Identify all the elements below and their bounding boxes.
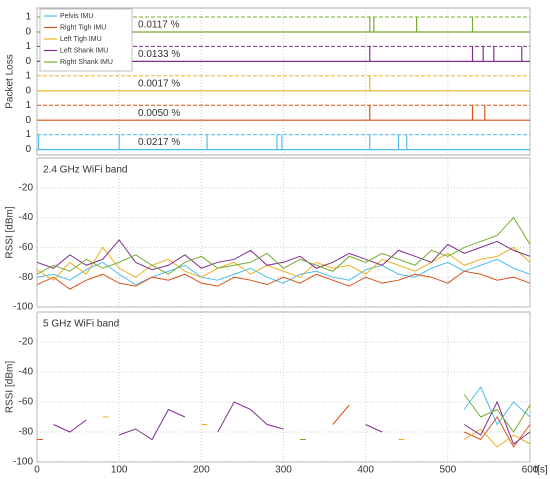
y-tick-label: -40 [19,212,34,223]
loss-label: 0.0017 % [138,78,180,89]
y-tick-label: 0 [25,85,31,96]
y-tick-label: -20 [19,337,34,348]
y-axis-label: RSSI [dBm] [5,361,16,413]
panel-title: 5 GHz WiFi band [43,319,119,330]
y-tick-label: 1 [25,12,31,23]
y-tick-label: -60 [19,242,34,253]
y-tick-label: 1 [25,129,31,140]
legend-label: Right Shank IMU [60,59,113,66]
x-tick-label: 300 [275,465,292,476]
rssi-line [36,270,531,290]
y-axis-label: Packet Loss [5,54,16,108]
legend-label: Left Shank IMU [60,47,108,54]
rssi-line [102,416,531,448]
loss-label: 0.0117 % [138,20,180,31]
legend-label: Pelvis IMU [60,13,93,20]
legend: Pelvis IMU Right Tigh IMU Left Tigh IMU Lef… [39,8,133,72]
x-tick-label: 0 [34,465,40,476]
y-axis-label: RSSI [dBm] [5,206,16,258]
y-tick-label: -20 [19,182,34,193]
legend-label: Right Tigh IMU [60,24,106,31]
loss-label: 0.0133 % [138,49,180,60]
y-tick-label: -40 [19,367,34,378]
y-tick-label: 0 [25,27,31,38]
loss-label: 0.0217 % [138,137,180,148]
rssi-line [36,216,531,275]
rssi-line [36,239,531,271]
y-tick-label: -80 [19,427,34,438]
x-axis-label: t[s] [534,465,548,476]
rssi-line [53,400,531,445]
y-tick-label: 1 [25,41,31,52]
loss-label: 0.0050 % [138,108,180,119]
rssi-line [36,258,531,286]
y-tick-label: 1 [25,70,31,81]
legend-label: Left Tigh IMU [60,36,102,43]
legend-box [39,8,133,72]
x-tick-label: 600 [522,465,539,476]
y-tick-label: -100 [13,457,33,468]
x-tick-label: 400 [357,465,374,476]
y-tick-label: -80 [19,272,34,283]
x-tick-label: 100 [111,465,128,476]
x-tick-label: 500 [439,465,456,476]
rssi-line [36,246,531,281]
rssi-line [463,386,531,426]
y-tick-label: 1 [25,100,31,111]
y-tick-label: 0 [25,115,31,126]
y-tick-label: -60 [19,397,34,408]
rssi-line [299,394,531,440]
y-tick-label: 0 [25,144,31,155]
y-tick-label: 0 [25,56,31,67]
y-tick-label: -100 [13,302,33,313]
x-tick-label: 200 [193,465,210,476]
panel-title: 2.4 GHz WiFi band [43,165,127,176]
